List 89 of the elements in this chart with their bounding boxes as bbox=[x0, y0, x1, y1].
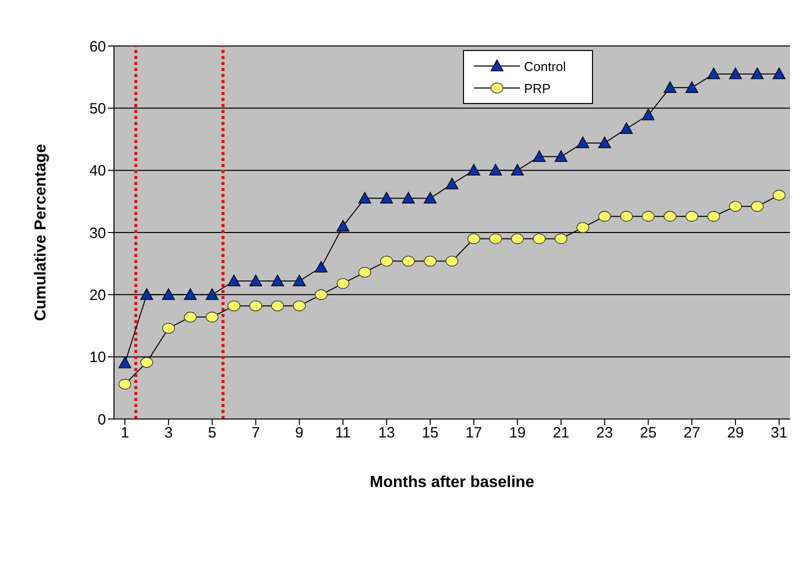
point bbox=[707, 68, 720, 80]
point bbox=[249, 274, 262, 286]
point bbox=[664, 210, 676, 222]
x-tick-label: 15 bbox=[422, 424, 439, 442]
point bbox=[184, 312, 197, 322]
point bbox=[729, 200, 742, 212]
point bbox=[292, 300, 306, 312]
y-tick-label: 20 bbox=[89, 286, 106, 304]
x-tick-label: 5 bbox=[208, 424, 216, 442]
point bbox=[685, 81, 698, 93]
x-tick-label: 1 bbox=[120, 424, 130, 442]
point bbox=[511, 164, 524, 176]
point bbox=[532, 233, 546, 244]
point bbox=[162, 322, 175, 334]
point bbox=[140, 288, 154, 300]
point bbox=[228, 300, 240, 312]
point bbox=[772, 190, 786, 201]
point bbox=[598, 136, 612, 148]
point bbox=[467, 164, 480, 176]
point bbox=[424, 256, 437, 266]
point bbox=[118, 356, 132, 368]
x-tick-label: 31 bbox=[770, 424, 788, 442]
x-tick-label: 23 bbox=[596, 424, 613, 442]
point bbox=[118, 378, 132, 390]
point bbox=[140, 357, 154, 368]
x-tick-label: 27 bbox=[684, 424, 700, 442]
legend-label: PRP bbox=[524, 80, 551, 96]
point bbox=[380, 192, 393, 204]
point bbox=[576, 222, 590, 233]
x-tick-label: 17 bbox=[465, 424, 482, 442]
point bbox=[554, 233, 568, 244]
y-tick-label: 40 bbox=[89, 162, 106, 180]
y-tick-label: 30 bbox=[89, 224, 106, 242]
point bbox=[206, 312, 219, 322]
x-tick-label: 21 bbox=[552, 424, 570, 442]
point bbox=[489, 164, 502, 176]
point bbox=[446, 256, 458, 266]
x-tick-label: 3 bbox=[164, 424, 173, 442]
point bbox=[380, 256, 393, 266]
point bbox=[402, 192, 415, 204]
point bbox=[772, 68, 786, 80]
point bbox=[271, 274, 284, 286]
point bbox=[620, 210, 633, 222]
point bbox=[162, 288, 175, 300]
point bbox=[576, 136, 590, 148]
x-tick-label: 11 bbox=[335, 424, 351, 442]
y-tick-label: 60 bbox=[89, 38, 106, 56]
point bbox=[620, 122, 633, 134]
x-tick-label: 25 bbox=[640, 424, 657, 442]
x-tick-label: 7 bbox=[252, 424, 260, 442]
point bbox=[467, 233, 480, 244]
point bbox=[511, 233, 524, 244]
point bbox=[184, 288, 197, 300]
point bbox=[249, 300, 262, 312]
point bbox=[750, 68, 764, 80]
x-axis-title: Months after baseline bbox=[370, 474, 534, 491]
point bbox=[206, 288, 219, 300]
point bbox=[271, 300, 284, 312]
x-tick-label: 9 bbox=[295, 424, 304, 442]
point bbox=[554, 150, 568, 162]
point bbox=[642, 108, 655, 120]
point bbox=[750, 200, 764, 212]
point bbox=[336, 278, 350, 289]
point bbox=[424, 192, 437, 204]
point bbox=[358, 192, 372, 204]
point bbox=[707, 210, 720, 222]
legend-label: Control bbox=[524, 58, 566, 74]
y-tick-label: 0 bbox=[98, 411, 106, 428]
y-tick-label: 10 bbox=[89, 349, 106, 366]
y-tick-label: 50 bbox=[89, 100, 106, 118]
x-tick-label: 13 bbox=[378, 424, 395, 442]
point bbox=[358, 266, 372, 278]
x-tick-label: 19 bbox=[509, 424, 526, 442]
x-tick-label: 29 bbox=[727, 424, 744, 442]
point bbox=[664, 81, 676, 93]
point bbox=[402, 256, 415, 266]
point bbox=[292, 274, 306, 286]
point bbox=[532, 150, 546, 162]
point bbox=[685, 210, 698, 222]
point bbox=[336, 220, 350, 232]
point bbox=[489, 233, 502, 244]
point bbox=[642, 210, 655, 222]
point bbox=[228, 274, 240, 286]
point bbox=[729, 68, 742, 80]
y-axis-title: Cumulative Percentage bbox=[32, 144, 50, 321]
point bbox=[314, 289, 328, 300]
point bbox=[598, 210, 612, 222]
point bbox=[314, 260, 328, 273]
point bbox=[446, 178, 458, 190]
